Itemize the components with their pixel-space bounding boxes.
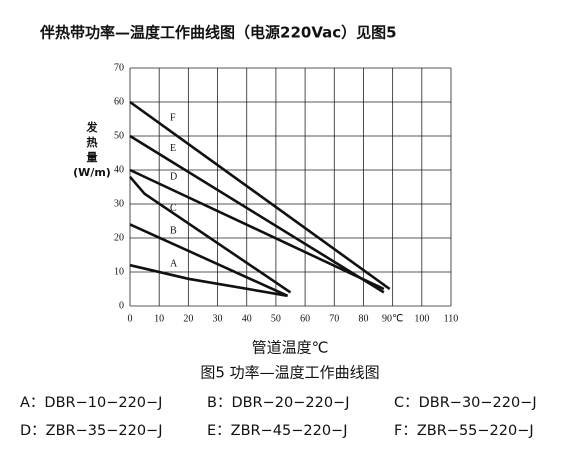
chart-title: 伴热带功率—温度工作曲线图（电源220Vac）见图5 — [39, 24, 397, 42]
x-tick-label: 110 — [444, 313, 459, 324]
legend-entry: E：ZBR−45−220−J — [207, 423, 347, 439]
series-label: B — [170, 226, 177, 237]
y-tick-label: 70 — [114, 62, 124, 73]
y-tick-label: 60 — [114, 96, 124, 107]
series-label: A — [170, 259, 178, 270]
y-axis-label: 量 — [87, 151, 98, 164]
y-tick-label: 10 — [114, 266, 124, 277]
y-tick-label: 30 — [114, 198, 124, 209]
data-line — [129, 134, 385, 294]
data-line — [129, 175, 292, 294]
data-line — [129, 168, 385, 291]
x-tick-label: 60 — [300, 313, 310, 324]
x-tick-label: 40 — [242, 313, 252, 324]
y-tick-label: 0 — [119, 300, 124, 311]
x-tick-label: 50 — [271, 313, 281, 324]
data-line — [129, 263, 288, 298]
y-axis-label: 热 — [87, 135, 98, 149]
legend-entry: C：DBR−30−220−J — [394, 395, 537, 411]
x-tick-label: 20 — [183, 313, 193, 324]
series-label: F — [170, 113, 176, 124]
legend-entry: A：DBR−10−220−J — [20, 395, 162, 411]
x-tick-label: 100 — [414, 313, 429, 324]
x-tick-label: 80 — [358, 313, 368, 324]
caption: 图5 功率—温度工作曲线图 — [200, 364, 379, 382]
x-tick-label: 70 — [329, 313, 339, 324]
x-tick-label: 90℃ — [382, 313, 403, 324]
legend-entry: B：DBR−20−220−J — [207, 395, 350, 411]
series-label: D — [170, 172, 177, 183]
y-axis-label: 发 — [86, 120, 99, 134]
x-tick-label: 30 — [213, 313, 223, 324]
y-tick-label: 50 — [114, 130, 124, 141]
legend-entry: D：ZBR−35−220−J — [20, 423, 162, 439]
y-tick-label: 40 — [114, 164, 124, 175]
y-axis-label: (W/m) — [73, 166, 111, 179]
x-tick-label: 0 — [128, 313, 133, 324]
y-tick-label: 20 — [114, 232, 124, 243]
series-label: C — [170, 203, 177, 214]
legend-entry: F：ZBR−55−220−J — [394, 423, 534, 439]
x-axis-label: 管道温度℃ — [252, 339, 329, 357]
data-line — [129, 223, 289, 297]
series-label: E — [170, 143, 176, 154]
x-tick-label: 10 — [154, 313, 164, 324]
data-line — [129, 100, 391, 291]
